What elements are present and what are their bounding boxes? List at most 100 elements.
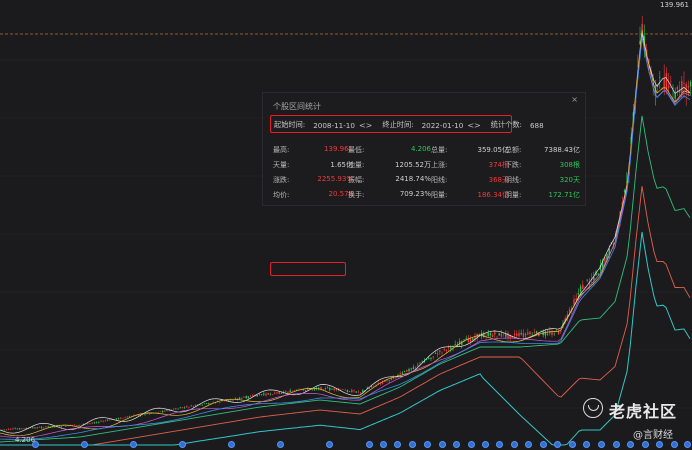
watermark-sub: @言财经 <box>633 430 673 441</box>
event-marker-icon[interactable] <box>81 441 88 448</box>
candle-body <box>243 396 245 398</box>
candle-body <box>100 420 102 422</box>
candle-body <box>683 83 685 85</box>
event-marker-icon[interactable] <box>228 441 235 448</box>
event-marker-icon[interactable] <box>511 441 518 448</box>
candle-body <box>104 420 107 422</box>
candle-body <box>199 404 201 405</box>
stat-label: 阳线: <box>431 176 448 184</box>
candle-body <box>309 388 311 390</box>
candle-body <box>302 389 305 391</box>
candle-body <box>342 389 344 390</box>
event-marker-icon[interactable] <box>453 441 460 448</box>
candle-body <box>403 371 406 373</box>
event-marker-icon[interactable] <box>671 441 678 448</box>
event-marker-icon[interactable] <box>525 441 532 448</box>
event-marker-icon[interactable] <box>130 441 137 448</box>
candle-body <box>16 428 19 430</box>
candle-body <box>441 352 443 354</box>
start-date-arrows-icon[interactable]: <> <box>358 120 373 130</box>
event-marker-icon[interactable] <box>179 441 186 448</box>
candle-body <box>408 369 410 372</box>
candle-body <box>414 366 417 368</box>
candle-body <box>390 377 393 381</box>
event-marker-icon[interactable] <box>394 441 401 448</box>
candle-body <box>238 397 241 400</box>
candle-body <box>265 393 267 396</box>
candle-body <box>357 391 360 393</box>
event-marker-icon[interactable] <box>409 441 416 448</box>
candle-body <box>144 413 146 415</box>
candle-body <box>245 396 247 399</box>
event-marker-icon[interactable] <box>583 441 590 448</box>
candle-body <box>115 418 118 420</box>
event-marker-icon[interactable] <box>569 441 576 448</box>
candle-body <box>263 393 265 395</box>
candle-body <box>544 331 547 336</box>
event-marker-icon[interactable] <box>656 441 663 448</box>
candle-body <box>276 392 278 394</box>
stat-value: 2418.74% <box>395 175 431 183</box>
candle-body <box>654 85 657 96</box>
event-marker-icon[interactable] <box>366 441 373 448</box>
candle-body <box>234 398 236 400</box>
candle-body <box>293 390 296 391</box>
candle-body <box>12 428 14 430</box>
event-marker-icon[interactable] <box>613 441 620 448</box>
event-marker-icon[interactable] <box>277 441 284 448</box>
candle-body <box>274 392 276 394</box>
moving-average-line <box>0 115 691 443</box>
event-marker-icon[interactable] <box>642 441 649 448</box>
candle-body <box>311 389 313 390</box>
candle-body <box>190 405 192 407</box>
end-time-label: 终止时间: <box>382 120 414 129</box>
candle-body <box>287 392 289 393</box>
event-marker-icon[interactable] <box>540 441 547 448</box>
candle-body <box>555 329 558 331</box>
candle-body <box>54 426 56 428</box>
candle-body <box>685 83 687 92</box>
event-marker-icon[interactable] <box>627 441 634 448</box>
event-marker-icon[interactable] <box>554 441 561 448</box>
candle-body <box>377 383 379 385</box>
event-marker-icon[interactable] <box>598 441 605 448</box>
candle-body <box>659 77 661 78</box>
candle-body <box>661 88 663 90</box>
event-marker-icon[interactable] <box>424 441 431 448</box>
event-marker-icon[interactable] <box>468 441 475 448</box>
event-marker-icon[interactable] <box>380 441 387 448</box>
event-marker-icon[interactable] <box>496 441 503 448</box>
stat-label: 阴量: <box>505 191 522 199</box>
candle-body <box>489 333 492 336</box>
candle-body <box>560 331 562 332</box>
close-icon[interactable]: × <box>571 95 578 104</box>
candle-body <box>557 330 560 335</box>
candle-body <box>412 367 415 370</box>
candle-body <box>467 337 470 342</box>
candle-body <box>146 413 148 415</box>
start-date-value[interactable]: 2008-11-10 <box>313 120 355 130</box>
candle-body <box>588 281 591 285</box>
event-marker-icon[interactable] <box>326 441 333 448</box>
candle-body <box>252 395 254 396</box>
end-date-value[interactable]: 2022-01-10 <box>421 120 464 130</box>
stat-value: 320天 <box>559 176 580 184</box>
end-date-arrows-icon[interactable]: <> <box>467 120 481 130</box>
candle-body <box>509 334 511 338</box>
stats-row: 最高: 139.961 最低: 4.206 总量: 359.05亿 总额: 7388.43亿 <box>273 145 580 155</box>
candle-body <box>670 80 672 82</box>
candle-body <box>324 387 327 390</box>
candle-body <box>95 422 98 423</box>
stat-label: 最低: <box>348 146 365 154</box>
event-marker-icon[interactable] <box>684 441 691 448</box>
candle-body <box>38 427 41 428</box>
event-marker-icon[interactable] <box>439 441 446 448</box>
event-marker-icon[interactable] <box>482 441 489 448</box>
candle-body <box>25 427 27 429</box>
date-range-row: 起始时间: 2008-11-10 <> 终止时间: 2022-01-10 <> … <box>274 119 544 131</box>
candle-body <box>529 331 531 335</box>
event-marker-icon[interactable] <box>32 441 39 448</box>
candle-body <box>527 332 529 335</box>
candle-body <box>137 415 140 416</box>
